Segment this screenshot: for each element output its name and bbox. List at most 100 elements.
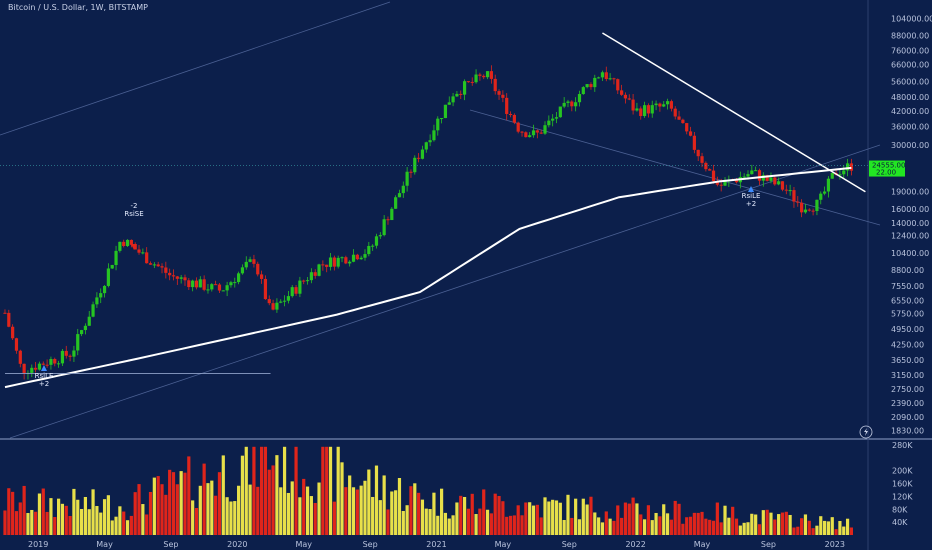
candle-body xyxy=(811,210,815,212)
volume-bar xyxy=(83,496,88,535)
volume-bar xyxy=(240,455,245,535)
price-tick-label: 16000.00 xyxy=(891,205,929,214)
time-axis[interactable]: 2019 May Sep 2020 May Sep 2021 May Sep 2022 May Sep… xyxy=(28,540,845,549)
candle-body xyxy=(719,184,723,186)
volume-bar xyxy=(727,517,731,535)
candle-body xyxy=(248,259,252,262)
price-tick-label: 30000.00 xyxy=(891,141,929,150)
volume-bar xyxy=(397,477,402,535)
annotation-label: -2 xyxy=(131,202,138,210)
volume-bar xyxy=(593,512,597,535)
volume-bar xyxy=(665,513,670,535)
candle-body xyxy=(535,130,539,133)
candle-body xyxy=(489,71,493,79)
candle-body xyxy=(807,209,811,211)
volume-bar xyxy=(390,491,394,535)
candle-body xyxy=(849,163,854,171)
candle-body xyxy=(539,132,543,134)
candle-body xyxy=(244,261,248,268)
candle-body xyxy=(474,74,478,83)
volume-bar xyxy=(570,517,574,535)
candle-body xyxy=(750,170,754,175)
candle-body xyxy=(317,264,321,276)
volume-bar xyxy=(321,446,325,535)
volume-bar xyxy=(87,509,91,535)
volume-bar xyxy=(7,488,11,535)
volume-bar xyxy=(497,495,501,535)
volume-bar xyxy=(688,516,693,535)
volume-bar xyxy=(474,514,478,535)
price-axis[interactable]: 104000.00 88000.00 76000.00 66000.00 56000.0… xyxy=(891,14,932,435)
candle-body xyxy=(704,162,708,170)
candle-body xyxy=(210,284,214,290)
candle-body xyxy=(600,72,605,78)
volume-bar xyxy=(11,491,15,535)
candle-body xyxy=(485,71,490,78)
volume-bar xyxy=(439,488,444,535)
candle-body xyxy=(528,135,532,138)
volume-bar xyxy=(769,512,773,535)
volume-bar xyxy=(642,519,647,535)
candle-body xyxy=(842,170,846,175)
candle-body xyxy=(796,201,800,203)
candle-body xyxy=(279,301,283,303)
chart-title: Bitcoin / U.S. Dollar, 1W, BITSTAMP xyxy=(8,3,148,12)
candle-body xyxy=(734,180,739,183)
volume-bar xyxy=(417,492,421,535)
lightning-icon-ring xyxy=(859,425,873,439)
volume-bar xyxy=(574,498,578,535)
volume-bar xyxy=(298,497,302,535)
candle-body xyxy=(175,276,179,279)
volume-bar xyxy=(290,481,294,535)
moving-average xyxy=(4,166,852,389)
volume-bar xyxy=(378,500,382,535)
lightning-icon-bolt xyxy=(864,428,868,436)
candle-body xyxy=(302,280,306,282)
annotation-label: RsiSE xyxy=(124,210,143,218)
candle-body xyxy=(298,280,302,294)
volume-bar xyxy=(459,495,463,535)
volume-bar xyxy=(56,498,61,535)
candle-body xyxy=(160,266,164,268)
volume-bar xyxy=(382,475,386,535)
volume-bar xyxy=(152,477,156,535)
candle-body xyxy=(340,257,344,259)
candle-body xyxy=(156,264,160,267)
volume-bar xyxy=(558,502,562,535)
volume-bar xyxy=(505,516,509,535)
candle-body xyxy=(777,181,781,185)
volume-bar xyxy=(95,506,99,535)
lightning-icon[interactable] xyxy=(859,425,873,439)
candle-body xyxy=(118,241,122,251)
candle-body xyxy=(386,219,390,221)
candle-body xyxy=(665,101,670,105)
candle-body xyxy=(194,280,199,288)
volume-bar xyxy=(620,517,624,535)
volume-bar xyxy=(145,514,149,535)
price-tick-label: 19000.00 xyxy=(891,188,929,197)
trendlines[interactable] xyxy=(0,32,868,374)
candle-body xyxy=(570,101,574,107)
price-tick-label: 2390.00 xyxy=(891,399,924,408)
volume-bar xyxy=(631,497,635,535)
candle-body xyxy=(451,96,455,103)
volume-bar xyxy=(64,505,68,535)
volume-bar xyxy=(191,500,195,535)
candle-body xyxy=(424,142,428,150)
volume-bar xyxy=(198,485,202,535)
volume-bar xyxy=(635,503,639,535)
volume-bar xyxy=(259,446,264,535)
volume-bar xyxy=(520,515,524,535)
volume-bar xyxy=(478,508,482,535)
candle-body xyxy=(183,277,187,281)
candle-body xyxy=(554,117,559,119)
candle-body xyxy=(371,245,375,247)
candle-body xyxy=(344,257,348,264)
volume-bar xyxy=(849,527,854,535)
candle-body xyxy=(508,113,513,115)
candle-body xyxy=(240,267,245,274)
volume-bar xyxy=(271,465,275,535)
